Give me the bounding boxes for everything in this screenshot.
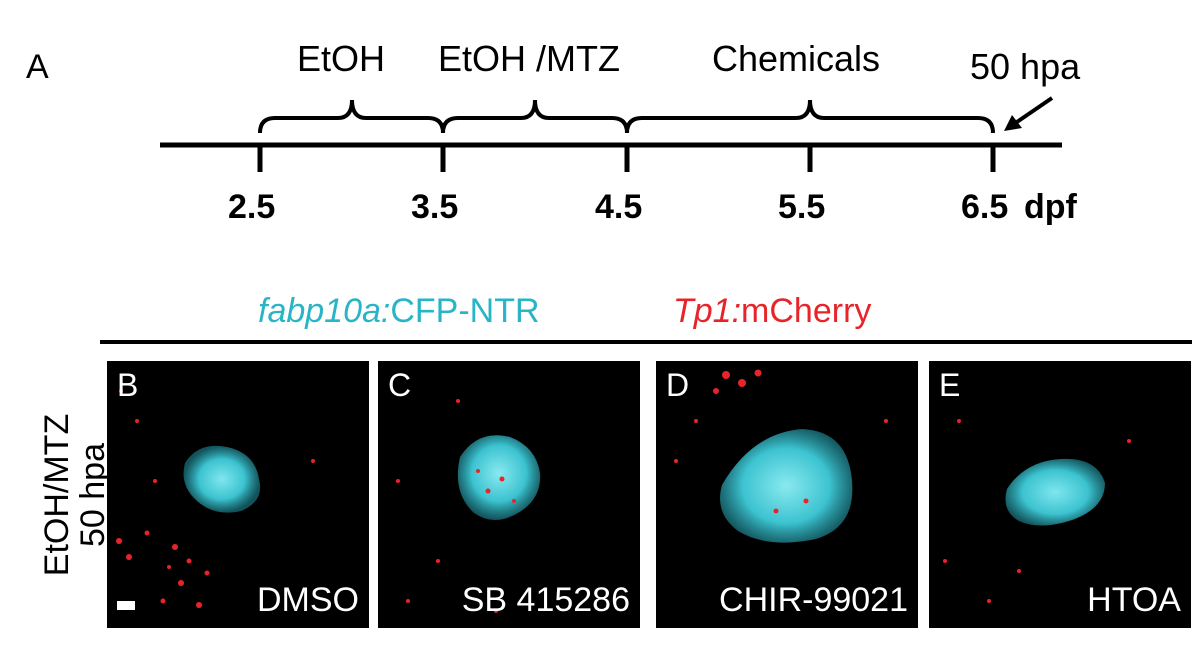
timeline-diagram (160, 96, 1062, 172)
treatment-chemicals: Chemicals (712, 38, 881, 79)
liver-blob-c (457, 435, 541, 520)
panel-letter-b: B (117, 367, 139, 403)
legend-rule (100, 340, 1192, 344)
drug-label-c: SB 415286 (461, 581, 630, 619)
liver-blob-d (720, 429, 853, 543)
tick-label-3.5: 3.5 (411, 188, 459, 226)
micrograph-c-image (396, 399, 541, 613)
micrograph-b: B DMSO (107, 361, 369, 628)
endpoint-label: 50 hpa (970, 46, 1081, 87)
legend-mcherry-gene: Tp1: (673, 292, 742, 330)
brace-chemicals (625, 99, 995, 134)
unit-label: dpf (1024, 188, 1077, 226)
treatment-etoh: EtOH (297, 38, 386, 79)
tick-label-5.5: 5.5 (778, 188, 826, 226)
legend-mcherry: Tp1:mCherry (673, 292, 871, 331)
panel-letter-e: E (939, 367, 961, 403)
drug-label-d: CHIR-99021 (719, 581, 908, 619)
brace-etoh-mtz (441, 99, 629, 134)
mcherry-cells-c (396, 399, 516, 613)
micrograph-e-image (943, 419, 1131, 603)
tick-label-4.5: 4.5 (595, 188, 643, 226)
liver-blob-e (1005, 458, 1105, 526)
endpoint-arrowhead (1004, 115, 1022, 131)
drug-label-e: HTOA (1087, 581, 1181, 619)
drug-label-b: DMSO (257, 581, 359, 619)
row-label-line1: EtOH/MTZ (38, 413, 76, 577)
endpoint-arrow (1012, 96, 1054, 126)
treatment-etoh-mtz: EtOH /MTZ (438, 38, 620, 79)
legend-cfp-gene: fabp10a: (258, 292, 391, 330)
micrograph-c: C SB 415286 (378, 361, 640, 628)
panel-letter-c: C (388, 367, 412, 403)
legend-mcherry-reporter: mCherry (741, 292, 872, 330)
brace-etoh (258, 99, 445, 134)
liver-blob-b (183, 445, 261, 513)
mcherry-cells-d (674, 369, 888, 514)
panel-a-letter: A (26, 48, 49, 86)
mcherry-cells-b (116, 389, 315, 608)
scale-bar (117, 601, 135, 610)
row-label-line2: 50 hpa (74, 443, 112, 547)
micrograph-d-image (674, 369, 888, 543)
micrograph-e: E HTOA (929, 361, 1191, 628)
micrograph-b-image (116, 389, 315, 608)
tick-label-6.5: 6.5 (961, 188, 1009, 226)
tick-label-2.5: 2.5 (228, 188, 276, 226)
micrograph-d: D CHIR-99021 (656, 361, 918, 628)
legend-cfp: fabp10a:CFP-NTR (258, 292, 540, 331)
legend-cfp-reporter: CFP-NTR (390, 292, 540, 330)
panel-letter-d: D (666, 367, 690, 403)
mcherry-cells-e (943, 419, 1131, 603)
